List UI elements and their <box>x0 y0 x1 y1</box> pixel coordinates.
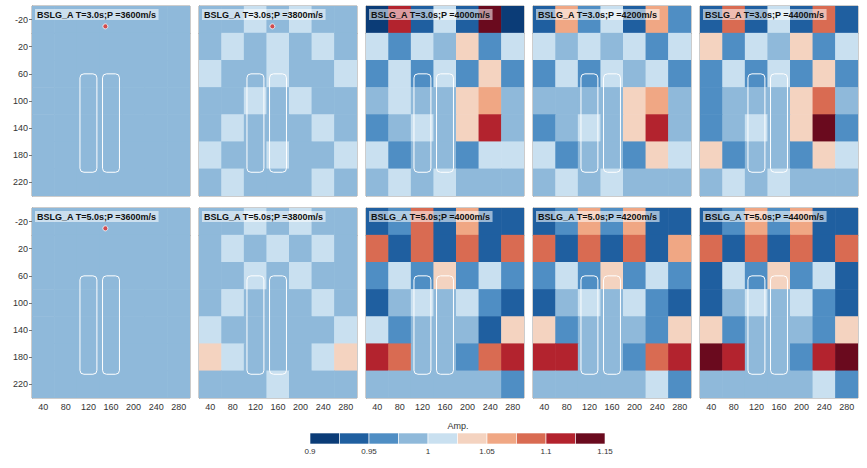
svg-text:160: 160 <box>771 402 786 412</box>
svg-text:80: 80 <box>562 402 572 412</box>
svg-text:40: 40 <box>372 402 382 412</box>
svg-text:1.1: 1.1 <box>540 447 552 456</box>
svg-text:120: 120 <box>248 402 263 412</box>
svg-text:180: 180 <box>13 352 28 362</box>
svg-text:BSLG_A T=5.0s;P =3600m/s: BSLG_A T=5.0s;P =3600m/s <box>37 212 156 222</box>
svg-text:240: 240 <box>817 402 832 412</box>
svg-text:100: 100 <box>13 96 28 106</box>
svg-text:240: 240 <box>316 402 331 412</box>
svg-text:240: 240 <box>650 402 665 412</box>
svg-text:BSLG_A T=3.0s;P =4400m/s: BSLG_A T=3.0s;P =4400m/s <box>705 10 824 20</box>
svg-text:80: 80 <box>61 402 71 412</box>
svg-text:1.05: 1.05 <box>479 447 495 456</box>
svg-text:-20: -20 <box>15 217 28 227</box>
svg-text:200: 200 <box>627 402 642 412</box>
svg-text:80: 80 <box>729 402 739 412</box>
svg-text:40: 40 <box>539 402 549 412</box>
svg-text:280: 280 <box>672 402 687 412</box>
svg-text:BSLG_A T=3.0s;P =3800m/s: BSLG_A T=3.0s;P =3800m/s <box>204 10 323 20</box>
svg-text:80: 80 <box>228 402 238 412</box>
svg-text:200: 200 <box>293 402 308 412</box>
svg-text:40: 40 <box>205 402 215 412</box>
svg-text:BSLG_A T=5.0s;P =4000m/s: BSLG_A T=5.0s;P =4000m/s <box>371 212 490 222</box>
svg-text:140: 140 <box>13 123 28 133</box>
svg-text:Amp.: Amp. <box>448 421 469 431</box>
svg-text:200: 200 <box>794 402 809 412</box>
svg-text:40: 40 <box>38 402 48 412</box>
svg-text:BSLG_A T=3.0s;P =3600m/s: BSLG_A T=3.0s;P =3600m/s <box>37 10 156 20</box>
svg-text:160: 160 <box>604 402 619 412</box>
svg-text:20: 20 <box>18 42 28 52</box>
svg-text:0.9: 0.9 <box>304 447 316 456</box>
svg-text:280: 280 <box>839 402 854 412</box>
svg-text:280: 280 <box>338 402 353 412</box>
svg-text:-20: -20 <box>15 15 28 25</box>
svg-text:160: 160 <box>270 402 285 412</box>
svg-text:200: 200 <box>460 402 475 412</box>
svg-text:120: 120 <box>81 402 96 412</box>
svg-text:BSLG_A T=3.0s;P =4200m/s: BSLG_A T=3.0s;P =4200m/s <box>538 10 657 20</box>
svg-text:100: 100 <box>13 298 28 308</box>
svg-text:60: 60 <box>18 69 28 79</box>
svg-text:120: 120 <box>582 402 597 412</box>
svg-text:120: 120 <box>749 402 764 412</box>
svg-text:280: 280 <box>171 402 186 412</box>
svg-text:200: 200 <box>126 402 141 412</box>
svg-text:160: 160 <box>437 402 452 412</box>
svg-text:BSLG_A T=5.0s;P =4400m/s: BSLG_A T=5.0s;P =4400m/s <box>705 212 824 222</box>
svg-text:280: 280 <box>505 402 520 412</box>
svg-text:BSLG_A T=3.0s;P =4000m/s: BSLG_A T=3.0s;P =4000m/s <box>371 10 490 20</box>
svg-text:1.15: 1.15 <box>597 447 613 456</box>
svg-text:80: 80 <box>395 402 405 412</box>
svg-text:BSLG_A T=5.0s;P =3800m/s: BSLG_A T=5.0s;P =3800m/s <box>204 212 323 222</box>
svg-text:240: 240 <box>149 402 164 412</box>
svg-text:40: 40 <box>706 402 716 412</box>
svg-text:140: 140 <box>13 325 28 335</box>
svg-text:220: 220 <box>13 177 28 187</box>
svg-text:20: 20 <box>18 244 28 254</box>
svg-text:180: 180 <box>13 150 28 160</box>
svg-text:220: 220 <box>13 379 28 389</box>
svg-text:60: 60 <box>18 271 28 281</box>
svg-text:160: 160 <box>103 402 118 412</box>
svg-text:0.95: 0.95 <box>361 447 377 456</box>
svg-text:1: 1 <box>426 447 431 456</box>
svg-text:BSLG_A T=5.0s;P =4200m/s: BSLG_A T=5.0s;P =4200m/s <box>538 212 657 222</box>
svg-text:120: 120 <box>415 402 430 412</box>
svg-text:240: 240 <box>483 402 498 412</box>
